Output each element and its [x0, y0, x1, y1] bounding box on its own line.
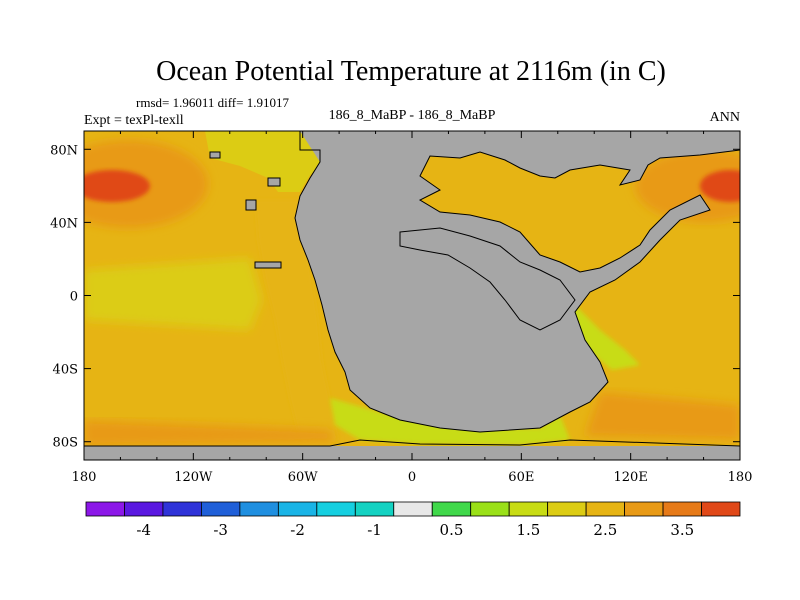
land-island-3: [246, 200, 256, 210]
ocean-region-south-polar-cool: [330, 398, 570, 445]
colorbar-bin: [124, 501, 164, 517]
x-tick-label: 180: [728, 470, 753, 485]
colorbar-label: -3: [213, 521, 228, 539]
land-island-2: [210, 152, 220, 158]
x-tick-label: 180: [72, 470, 97, 485]
map-axes: 180 120W 60W 0 60E 120E 180 80N 40N 0 40S 80S: [50, 131, 752, 485]
colorbar-bin: [316, 501, 356, 517]
center-label: 186_8_MaBP - 186_8_MaBP: [329, 108, 496, 123]
colorbar-bin: [201, 501, 241, 517]
experiment-label: Expt = texPl-texll: [84, 113, 184, 128]
ocean-region-south-polar-warm-band: [84, 420, 335, 446]
colorbar-bin: [624, 501, 664, 517]
colorbar-bin: [547, 501, 587, 517]
colorbar-bin: [662, 501, 702, 517]
ocean-region-pacific-east-band: [255, 200, 338, 440]
map-area: [84, 131, 740, 460]
colorbar-bin: [354, 501, 395, 517]
colorbar-label: -2: [290, 521, 305, 539]
colorbar-bin: [585, 501, 625, 517]
y-tick-label: 40S: [53, 363, 78, 378]
coastlines: [84, 131, 740, 447]
colorbar-bin: [85, 501, 125, 517]
colorbar-label: 2.5: [593, 521, 617, 539]
coastline-inner-sea: [399, 227, 576, 331]
colorbar-bin: [393, 501, 433, 517]
colorbar-bin: [508, 501, 549, 517]
season-label: ANN: [710, 110, 740, 125]
x-tick-label: 60W: [288, 470, 319, 485]
colorbar-label: 3.5: [670, 521, 694, 539]
colorbar-bin: [162, 501, 202, 517]
colorbar-label: 0.5: [440, 521, 464, 539]
y-tick-label: 0: [70, 290, 78, 305]
colorbar-label: 1.5: [516, 521, 540, 539]
ocean-region-tethys-east-warm-core: [700, 170, 740, 202]
y-tick-label: 40N: [50, 216, 78, 231]
y-tick-label: 80N: [50, 143, 78, 158]
ocean-region-indian-warm-band: [585, 392, 740, 440]
colorbar-bin: [277, 501, 318, 517]
chart-title: Ocean Potential Temperature at 2116m (in…: [156, 56, 666, 87]
coastline-pangaea: [294, 131, 740, 433]
coastline-north-islands: [209, 151, 282, 269]
x-tick-label: 120W: [174, 470, 213, 485]
y-tick-label: 80S: [53, 436, 78, 451]
colorbar-bin: [701, 501, 741, 517]
colorbar-bin: [431, 501, 472, 517]
land-pangaea: [295, 131, 740, 432]
x-tick-label: 60E: [508, 470, 534, 485]
colorbar-bin: [470, 501, 510, 517]
colorbar-bin: [239, 501, 279, 517]
land-island-4: [268, 178, 280, 186]
colorbar-label: -4: [136, 521, 151, 539]
land-island-1: [255, 262, 281, 268]
stats-label: rmsd= 1.96011 diff= 1.91017: [136, 95, 289, 110]
ocean-region-equatorial-pacific-cool: [84, 258, 262, 330]
colorbar: -4 -3 -2 -1 0.5 1.5 2.5 3.5: [85, 501, 741, 539]
x-tick-label: 0: [408, 470, 416, 485]
ocean-region-pacific-north-warm-core: [84, 170, 150, 202]
x-tick-label: 120E: [614, 470, 648, 485]
ocean-region-tethys-east-warm-ring: [635, 150, 740, 222]
coastline-south-polar: [84, 439, 740, 447]
colorbar-label: -1: [367, 521, 382, 539]
